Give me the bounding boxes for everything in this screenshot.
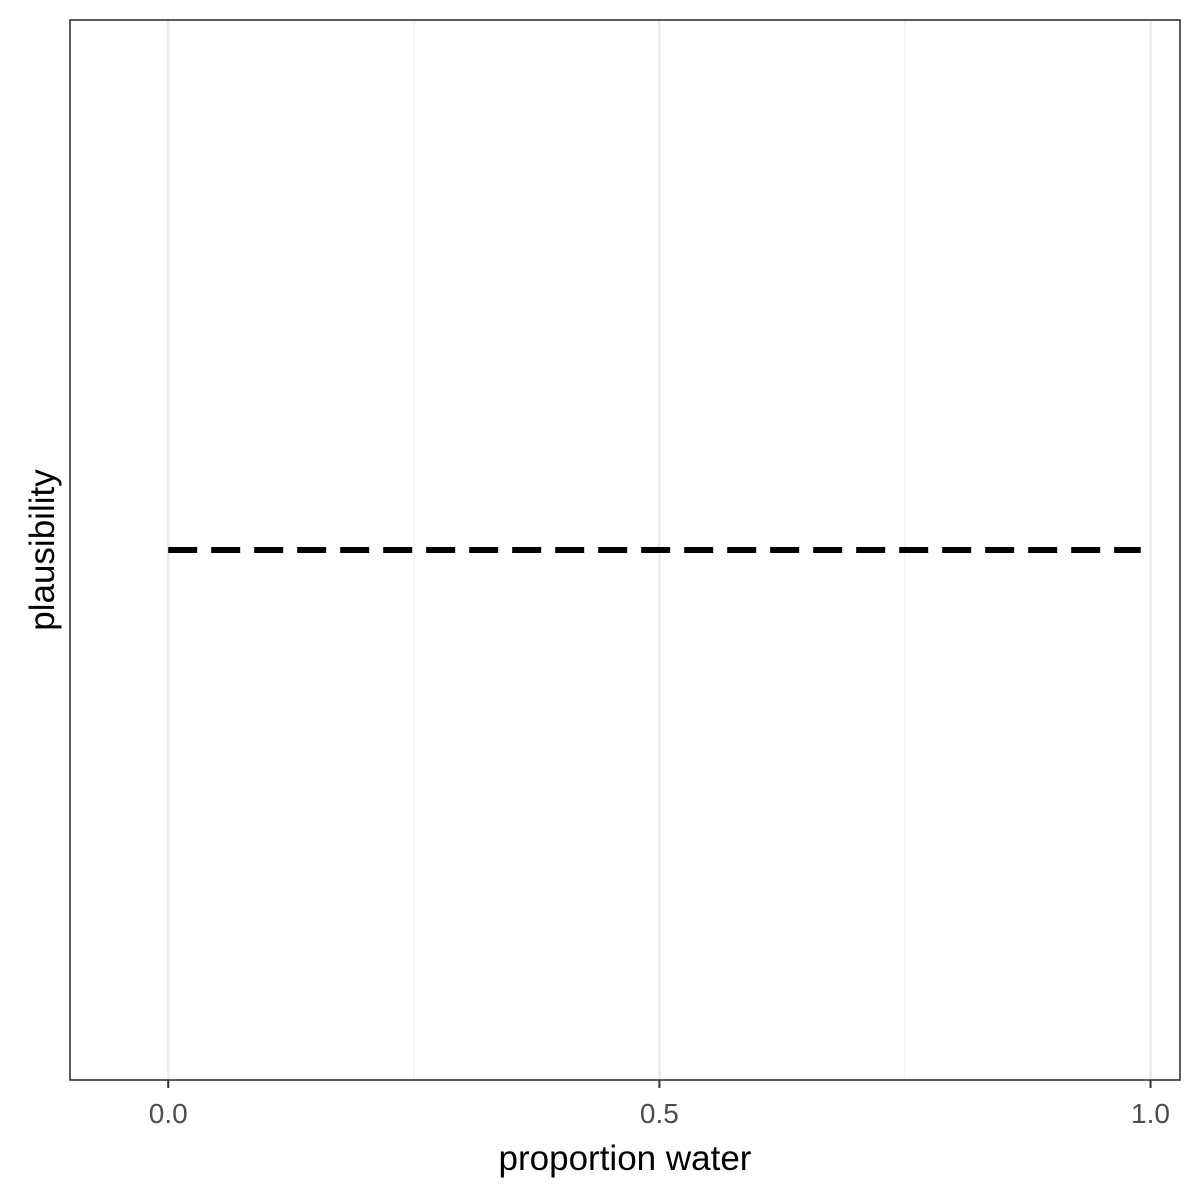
panel-border bbox=[69, 19, 1181, 1081]
x-axis-title: proportion water bbox=[499, 1139, 752, 1178]
y-axis-title: plausibility bbox=[23, 469, 62, 631]
x-axis: 0.0 0.5 1.0 bbox=[149, 1080, 1170, 1129]
x-tick-label: 0.5 bbox=[640, 1098, 679, 1129]
x-tick-label: 0.0 bbox=[149, 1098, 188, 1129]
x-tick-label: 1.0 bbox=[1131, 1098, 1170, 1129]
